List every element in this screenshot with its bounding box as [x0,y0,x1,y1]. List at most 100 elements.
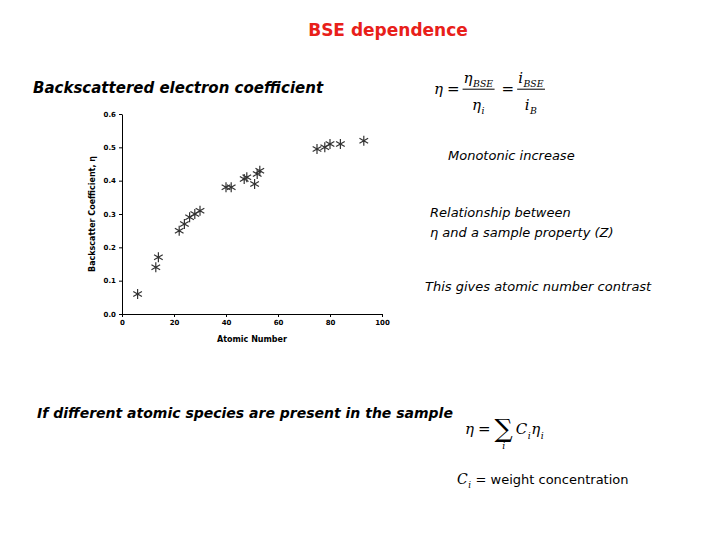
annotation: This gives atomic number contrast [425,279,652,294]
tick-mark [119,281,122,282]
formula-symbol: η [465,420,474,438]
point [180,219,189,229]
point [151,262,160,272]
tick: 40 [222,314,232,327]
axis-line [122,115,123,315]
point [190,209,199,219]
sum-sign: ∑ [495,413,513,443]
tick: 0.5 [104,144,122,152]
sum-index: i [502,440,505,451]
tick-label: 0.6 [104,111,117,119]
tick-mark [119,247,122,248]
y-axis: 0.0 0.1 0.2 0.3 0.4 0.5 0.6 [104,111,123,319]
formula-subscript: i [541,430,544,441]
numerator: iBSE [518,69,544,90]
tick: 0.1 [104,277,122,285]
point [242,172,251,182]
tick-label: 100 [375,319,390,327]
point [227,182,236,192]
axis-line [123,314,383,315]
formula-subscript: i [468,480,471,490]
formula-symbol: i [525,96,530,114]
tick-label: 0.2 [104,244,117,252]
tick: 80 [326,314,336,327]
formula-symbol: C [457,471,468,487]
formula-subscript: BSE [472,78,493,89]
formula-symbol: η [472,96,481,114]
tick: 0.6 [104,111,122,119]
tick-label: 60 [274,319,284,327]
y-axis-title: Backscatter Coefficient, η [88,156,97,272]
x-axis-title: Atomic Number [217,335,287,344]
fraction-bar [463,89,495,90]
formula-subscript: BSE [522,78,543,89]
denominator: ηi [472,96,485,117]
point [255,166,264,176]
tick: 60 [274,314,284,327]
formula-symbol: η [464,69,473,87]
tick: 0.0 [104,311,122,319]
tick-mark [330,314,331,317]
tick: 20 [170,314,180,327]
formula-symbol: η [531,420,540,438]
tick-mark [278,314,279,317]
formula: Ci = weight concentration [457,471,629,490]
formula-operator: = weight concentration [476,472,629,487]
tick-mark [226,314,227,317]
formula-subscript: B [529,105,537,116]
formula: η=∑iCiηi [465,413,544,451]
point [175,226,184,236]
point [326,139,335,149]
annotation: Backscattered electron coefficient [33,79,324,97]
formula-operator: = [478,420,491,438]
formula-operator: = [502,80,515,98]
tick-label: 0.1 [104,277,117,285]
tick-label: 0.4 [104,177,117,185]
tick: 100 [375,314,390,327]
points [133,136,368,299]
formula-operator: = [447,80,460,98]
tick-label: 80 [326,319,336,327]
tick: 0.3 [104,211,122,219]
formula-symbol: i [518,69,523,87]
point [196,206,205,216]
point [133,289,142,299]
point [313,144,322,154]
x-axis: 0 20 40 60 80 100 [120,314,390,327]
tick-label: 0.5 [104,144,117,152]
annotation: Monotonic increase [448,148,575,163]
tick-mark [174,314,175,317]
annotation: η and a sample property (Z) [430,225,614,240]
slide: BSE dependence Backscattered electron coe… [0,0,720,540]
tick-mark [119,114,122,115]
point [336,139,345,149]
point [154,252,163,262]
tick-label: 40 [222,319,232,327]
tick-mark [119,214,122,215]
denominator: iB [525,96,537,117]
tick-label: 20 [170,319,180,327]
point [359,136,368,146]
tick: 0.4 [104,177,122,185]
tick: 0 [120,314,125,327]
tick-label: 0 [120,319,125,327]
formula-symbol: C [516,420,528,438]
annotation: If different atomic species are present … [37,405,453,421]
fraction-bar [517,89,545,90]
point [320,142,329,152]
formula-symbol: η [434,80,443,98]
formula: η=ηBSEηi=iBSEiB [434,69,545,117]
tick: 0.2 [104,244,122,252]
tick-mark [119,181,122,182]
numerator: ηBSE [464,69,494,90]
annotation: Relationship between [430,205,571,220]
tick-label: 0.3 [104,211,117,219]
tick-mark [382,314,383,317]
formula-subscript: i [482,105,485,116]
tick-mark [119,147,122,148]
point [222,182,231,192]
tick-label: 0.0 [104,311,117,319]
tick-mark [119,314,122,315]
title: BSE dependence [308,20,468,40]
point [185,212,194,222]
